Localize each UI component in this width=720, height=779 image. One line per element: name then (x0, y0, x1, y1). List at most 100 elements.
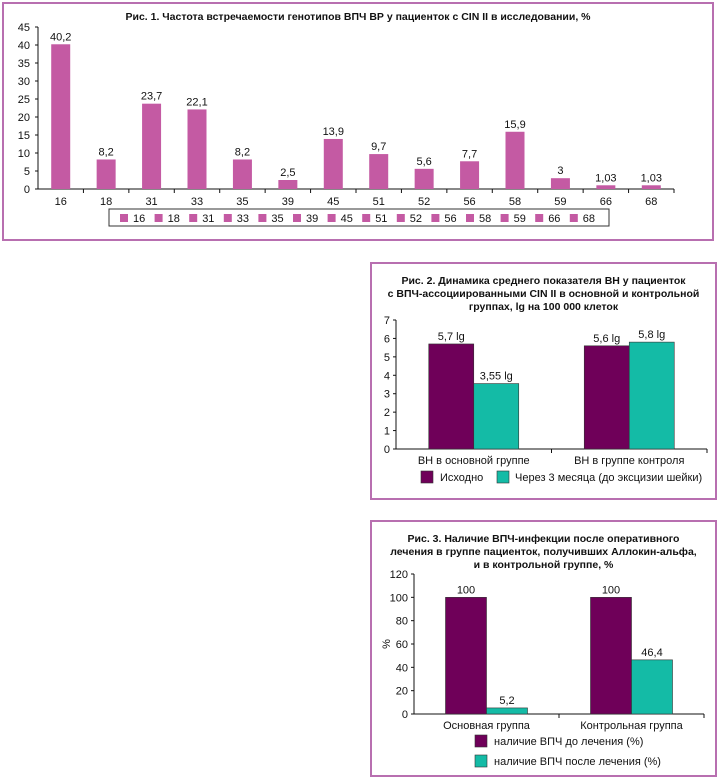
data-label-series1-cat1: 5,7 lg (438, 331, 465, 343)
legend-label-68: 68 (583, 213, 595, 225)
legend-swatch-52 (396, 214, 405, 222)
data-label-59: 3 (557, 165, 563, 177)
legend-label-series2: Через 3 месяца (до эксцизии шейки) (515, 472, 702, 484)
bar-series2-cat2 (631, 659, 673, 715)
x-tick-label-31: 31 (145, 196, 157, 208)
y-tick-label: 10 (18, 148, 30, 160)
bar-33 (187, 109, 207, 189)
legend-label-35: 35 (271, 213, 283, 225)
legend-box (108, 208, 610, 227)
y-tick-label: 35 (18, 58, 30, 70)
legend-swatch-31 (189, 214, 198, 222)
y-tick-label: 80 (396, 616, 408, 628)
y-tick-label: 45 (18, 22, 30, 34)
bar-59 (550, 178, 570, 189)
legend-swatch-68 (569, 214, 578, 222)
bar-series2-cat1 (473, 383, 520, 450)
x-tick-label-59: 59 (554, 196, 566, 208)
data-label-16: 40,2 (50, 31, 71, 43)
figure-2-title-line-2: с ВПЧ-ассоциированными CIN II в основной… (387, 288, 700, 300)
figure-2-title-line-1: Рис. 2. Динамика среднего показателя ВН … (401, 275, 686, 287)
legend-label-58: 58 (479, 213, 491, 225)
legend-label-59: 59 (514, 213, 526, 225)
figure-1-title: Рис. 1. Частота встречаемости генотипов … (125, 11, 591, 23)
figure-1-chart: 0 5 10 15 20 25 30 35 40 45 40,2 16 8,2 18 23,7 31 22,1 3… (18, 22, 675, 227)
legend-label-18: 18 (168, 213, 180, 225)
figure-3-panel: Рис. 3. Наличие ВПЧ-инфекции после опера… (370, 520, 717, 777)
y-tick-label: 1 (384, 426, 390, 438)
legend-swatch-56 (431, 214, 440, 222)
y-tick-label: 30 (18, 76, 30, 88)
legend-swatch-58 (466, 214, 474, 222)
bar-45 (323, 138, 343, 189)
legend-swatch-series2 (474, 754, 488, 768)
legend-swatch-series2 (496, 470, 510, 484)
legend-swatch-39 (293, 214, 301, 222)
legend-swatch-51 (362, 214, 371, 222)
legend-swatch-33 (223, 214, 232, 222)
data-label-series2-cat2: 5,8 lg (638, 329, 665, 341)
bar-series2-cat2 (628, 341, 675, 450)
x-tick-label-68: 68 (645, 196, 657, 208)
y-tick-label: 40 (396, 662, 408, 674)
bar-68 (641, 185, 661, 189)
figure-3-chart: 0 20 40 60 80 100 120 100 5,2 Основная группа 100 4… (381, 569, 705, 768)
bar-39 (278, 180, 298, 189)
legend-label-33: 33 (237, 213, 249, 225)
figure-2-title-line-3: группах, lg на 100 000 клеток (468, 301, 619, 313)
legend-label-66: 66 (548, 213, 560, 225)
data-label-series2-cat2: 46,4 (641, 647, 662, 659)
data-label-series1-cat1: 100 (457, 584, 475, 596)
x-category-label-2: ВН в группе контроля (574, 455, 684, 467)
bar-16 (51, 44, 71, 189)
x-tick-label-52: 52 (418, 196, 430, 208)
legend-label-series1: наличие ВПЧ до лечения (%) (494, 736, 643, 748)
y-axis-label: % (381, 639, 393, 649)
data-label-series2-cat1: 5,2 (499, 695, 514, 707)
x-tick-label-33: 33 (191, 196, 203, 208)
legend-swatch-16 (120, 214, 128, 222)
y-tick-label: 20 (396, 686, 408, 698)
y-tick-label: 100 (390, 592, 408, 604)
data-label-18: 8,2 (98, 146, 113, 158)
data-label-68: 1,03 (641, 172, 662, 184)
legend-swatch-59 (500, 214, 509, 222)
legend-label-45: 45 (341, 213, 353, 225)
figure-2-title: Рис. 2. Динамика среднего показателя ВН … (372, 275, 715, 314)
x-tick-label-56: 56 (463, 196, 475, 208)
data-label-56: 7,7 (462, 148, 477, 160)
y-tick-label: 5 (384, 352, 390, 364)
legend-label-series1: Исходно (440, 472, 483, 484)
bar-31 (142, 103, 162, 189)
data-label-52: 5,6 (416, 156, 431, 168)
legend-swatch-66 (535, 214, 544, 222)
bar-58 (505, 131, 525, 189)
y-tick-label: 7 (384, 315, 390, 327)
data-label-33: 22,1 (186, 96, 207, 108)
bar-18 (96, 159, 116, 189)
legend-label-series2: наличие ВПЧ после лечения (%) (494, 756, 661, 768)
figure-3-title-line-1: Рис. 3. Наличие ВПЧ-инфекции после опера… (407, 533, 680, 545)
figure-1-panel: Рис. 1. Частота встречаемости генотипов … (2, 2, 714, 241)
data-label-66: 1,03 (595, 172, 616, 184)
data-label-31: 23,7 (141, 91, 162, 103)
bar-35 (232, 159, 252, 189)
bar-series1-cat2 (590, 597, 632, 715)
bar-66 (596, 185, 616, 189)
figure-2-chart: 0 1 2 3 4 5 6 7 5,7 lg 3,55 lg ВН в основной групп… (384, 315, 708, 484)
bar-series1-cat2 (583, 345, 630, 450)
y-tick-label: 6 (384, 333, 390, 345)
legend-label-51: 51 (375, 213, 387, 225)
legend-label-16: 16 (133, 213, 145, 225)
x-tick-label-16: 16 (55, 196, 67, 208)
legend-label-56: 56 (444, 213, 456, 225)
x-tick-label-18: 18 (100, 196, 112, 208)
legend-swatch-series1 (474, 734, 488, 748)
data-label-35: 8,2 (235, 146, 250, 158)
legend-swatch-35 (258, 214, 267, 222)
y-tick-label: 5 (24, 166, 30, 178)
y-tick-label: 25 (18, 94, 30, 106)
bar-51 (369, 154, 389, 189)
data-label-45: 13,9 (323, 126, 344, 138)
figure-3-title: Рис. 3. Наличие ВПЧ-инфекции после опера… (372, 533, 715, 572)
